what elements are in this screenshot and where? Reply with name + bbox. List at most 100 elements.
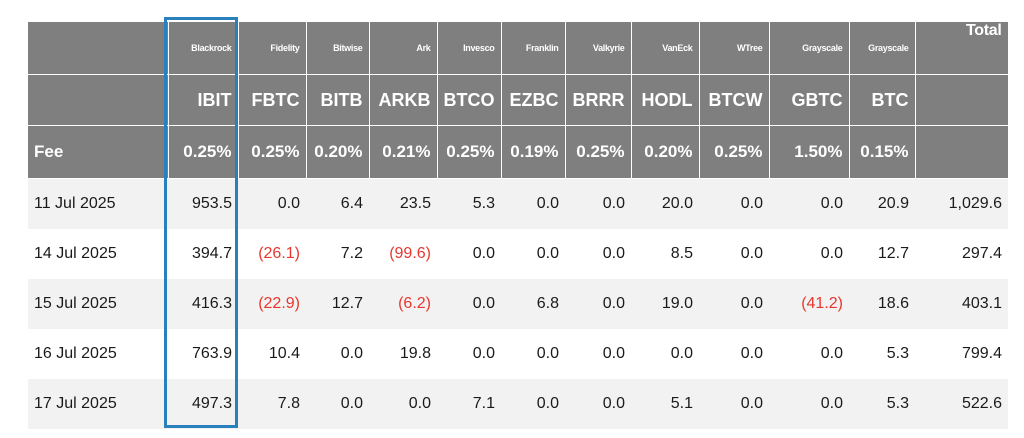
blank-cell (915, 74, 1009, 126)
total-header: Total (915, 22, 1009, 75)
flow-value: 0.0 (306, 379, 369, 429)
ticker-label: BTC (849, 74, 916, 126)
flow-value: 0.0 (501, 178, 565, 229)
flow-value: 12.7 (849, 229, 915, 279)
row-date: 17 Jul 2025 (28, 379, 168, 429)
flow-value: 394.7 (168, 229, 238, 279)
issuer-label: Grayscale (769, 22, 850, 75)
flow-value: 0.0 (501, 329, 565, 379)
flow-value: 0.0 (769, 379, 849, 429)
flow-value: 5.3 (437, 178, 501, 229)
flow-value: 0.0 (769, 178, 849, 229)
fee-value: 0.19% (501, 125, 566, 179)
table-row: 15 Jul 2025 416.3 (22.9) 12.7 (6.2) 0.0 6.8 0.0… (28, 279, 1008, 329)
fee-value: 0.25% (437, 125, 502, 179)
issuer-label: Valkyrie (565, 22, 632, 75)
flow-value: 0.0 (565, 379, 631, 429)
flow-value: 5.3 (849, 379, 915, 429)
issuer-label: Franklin (501, 22, 566, 75)
fee-value: 0.20% (306, 125, 370, 179)
corner-cell (28, 22, 169, 75)
flow-value: 0.0 (369, 379, 437, 429)
ticker-header-row: IBIT FBTC BITB ARKB BTCO EZBC BRRR HODL BTCW GBTC… (28, 74, 1009, 126)
flow-value: 5.1 (631, 379, 699, 429)
flow-value: 0.0 (699, 229, 769, 279)
flow-value: 0.0 (699, 379, 769, 429)
ticker-label: FBTC (238, 74, 307, 126)
flow-value: 763.9 (168, 329, 238, 379)
flow-value: 0.0 (769, 329, 849, 379)
flow-value: 0.0 (501, 229, 565, 279)
flow-value: 5.3 (849, 329, 915, 379)
table-row: 11 Jul 2025 953.5 0.0 6.4 23.5 5.3 0.0 0.0 20.0 0… (28, 178, 1008, 229)
flow-value: 0.0 (699, 329, 769, 379)
row-date: 14 Jul 2025 (28, 229, 168, 279)
flow-value: 0.0 (699, 279, 769, 329)
fee-value: 0.21% (369, 125, 438, 179)
fee-value: 0.25% (699, 125, 770, 179)
ticker-label: BTCW (699, 74, 770, 126)
flow-value: (26.1) (238, 229, 306, 279)
fee-value: 0.25% (168, 125, 239, 179)
flow-value: 7.2 (306, 229, 369, 279)
row-total: 403.1 (915, 279, 1008, 329)
flow-value: (22.9) (238, 279, 306, 329)
fee-label: Fee (28, 125, 169, 179)
issuer-label: Invesco (437, 22, 502, 75)
issuer-label: Ark (369, 22, 438, 75)
row-total: 799.4 (915, 329, 1008, 379)
flow-value: 18.6 (849, 279, 915, 329)
flow-value: 0.0 (437, 229, 501, 279)
issuer-label: Grayscale (849, 22, 916, 75)
blank-cell (28, 74, 169, 126)
blank-cell (915, 125, 1009, 179)
flow-value: 0.0 (565, 229, 631, 279)
issuer-label: Blackrock (168, 22, 239, 75)
table-row: 14 Jul 2025 394.7 (26.1) 7.2 (99.6) 0.0 0.0 0.0… (28, 229, 1008, 279)
table-row: 16 Jul 2025 763.9 10.4 0.0 19.8 0.0 0.0 0.0 0.0 0… (28, 329, 1008, 379)
flow-value: 7.1 (437, 379, 501, 429)
flow-value: 953.5 (168, 178, 238, 229)
table-row: 17 Jul 2025 497.3 7.8 0.0 0.0 7.1 0.0 0.0 5.1 0.0… (28, 379, 1008, 429)
flow-value: 0.0 (769, 229, 849, 279)
flow-value: 6.8 (501, 279, 565, 329)
row-total: 1,029.6 (915, 178, 1008, 229)
row-total: 297.4 (915, 229, 1008, 279)
fee-value: 0.25% (565, 125, 632, 179)
flow-value: 0.0 (437, 279, 501, 329)
flow-value: (41.2) (769, 279, 849, 329)
issuer-label: Fidelity (238, 22, 307, 75)
ticker-label: BRRR (565, 74, 632, 126)
flow-value: 10.4 (238, 329, 306, 379)
issuer-label: VanEck (631, 22, 700, 75)
etf-flows-table: Blackrock Fidelity Bitwise Ark Invesco Frankl… (28, 22, 1009, 429)
flow-value: 8.5 (631, 229, 699, 279)
flow-value: 0.0 (501, 379, 565, 429)
flow-value: 7.8 (238, 379, 306, 429)
ticker-label: GBTC (769, 74, 850, 126)
flow-value: (6.2) (369, 279, 437, 329)
fee-value: 0.15% (849, 125, 916, 179)
flow-value: 0.0 (565, 279, 631, 329)
flow-value: 0.0 (631, 329, 699, 379)
flow-value: 19.0 (631, 279, 699, 329)
ticker-label: ARKB (369, 74, 438, 126)
fee-value: 0.20% (631, 125, 700, 179)
ticker-label: HODL (631, 74, 700, 126)
row-date: 16 Jul 2025 (28, 329, 168, 379)
flow-value: 12.7 (306, 279, 369, 329)
ticker-label: BITB (306, 74, 370, 126)
row-date: 15 Jul 2025 (28, 279, 168, 329)
ticker-label: BTCO (437, 74, 502, 126)
ticker-label: IBIT (168, 74, 239, 126)
flow-value: 497.3 (168, 379, 238, 429)
issuer-label: Bitwise (306, 22, 370, 75)
ticker-label: EZBC (501, 74, 566, 126)
flow-value: 416.3 (168, 279, 238, 329)
flow-value: 20.9 (849, 178, 915, 229)
fee-row: Fee 0.25% 0.25% 0.20% 0.21% 0.25% 0.19% 0.25% 0.… (28, 125, 1009, 179)
row-total: 522.6 (915, 379, 1008, 429)
flow-value: (99.6) (369, 229, 437, 279)
fee-value: 0.25% (238, 125, 307, 179)
flow-value: 19.8 (369, 329, 437, 379)
